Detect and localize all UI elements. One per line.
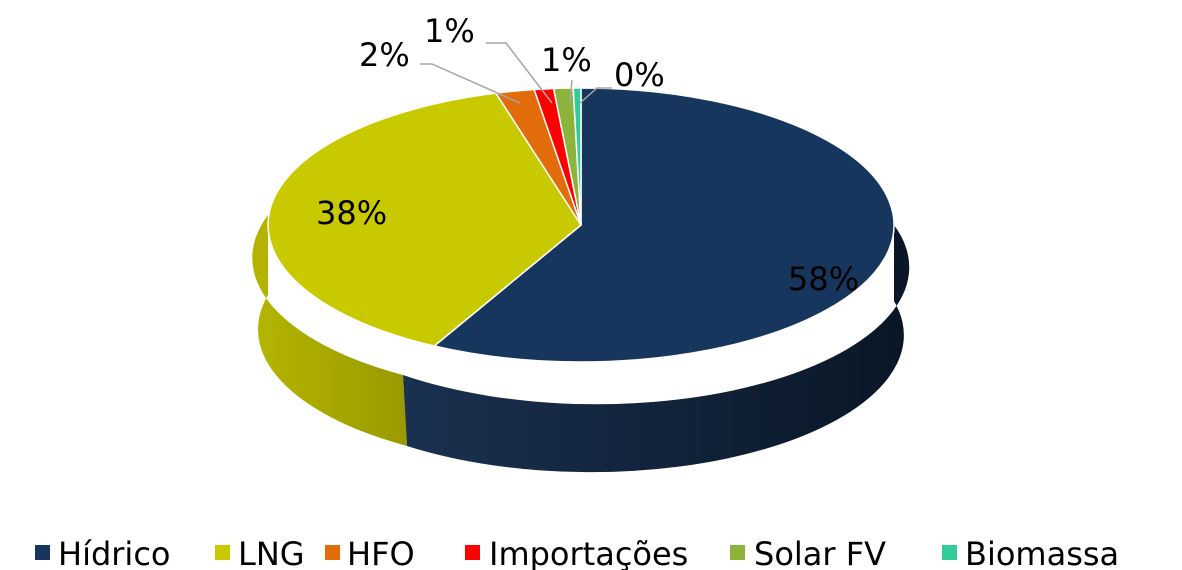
data-label-solar: 1%: [541, 41, 592, 79]
legend-label-biomassa: Biomassa: [965, 535, 1119, 570]
leader-line-solar: [569, 79, 573, 104]
data-label-hidrico: 58%: [788, 260, 859, 298]
slice-side-lng: [252, 215, 407, 446]
legend-label-lng: LNG: [238, 535, 305, 570]
legend-swatch-solar: [730, 545, 745, 560]
legend-swatch-hidrico: [35, 545, 50, 560]
legend-swatch-hfo: [325, 545, 340, 560]
pie-slice-lng: [267, 92, 582, 347]
legend-label-hidrico: Hídrico: [58, 535, 170, 570]
pie-slice-hidrico: [432, 87, 895, 363]
legend-label-hfo: HFO: [347, 535, 415, 570]
data-label-biomassa: 0%: [614, 56, 665, 94]
pie-slice-biomassa: [572, 87, 582, 226]
data-label-importacoes: 1%: [424, 12, 475, 50]
data-label-hfo: 2%: [359, 36, 410, 74]
leader-line-hfo: [420, 63, 521, 104]
legend: Hídrico LNG HFO Importações Solar FV Bio…: [35, 535, 1119, 570]
slice-side-hidrico: [403, 225, 910, 473]
data-label-lng: 38%: [316, 194, 387, 232]
legend-swatch-lng: [215, 545, 230, 560]
leader-line-importacoes: [486, 42, 553, 104]
legend-swatch-importacoes: [465, 545, 480, 560]
leader-line-biomassa: [579, 87, 612, 104]
legend-label-importacoes: Importações: [489, 535, 688, 570]
legend-label-solar: Solar FV: [754, 535, 886, 570]
legend-swatch-biomassa: [942, 545, 957, 560]
